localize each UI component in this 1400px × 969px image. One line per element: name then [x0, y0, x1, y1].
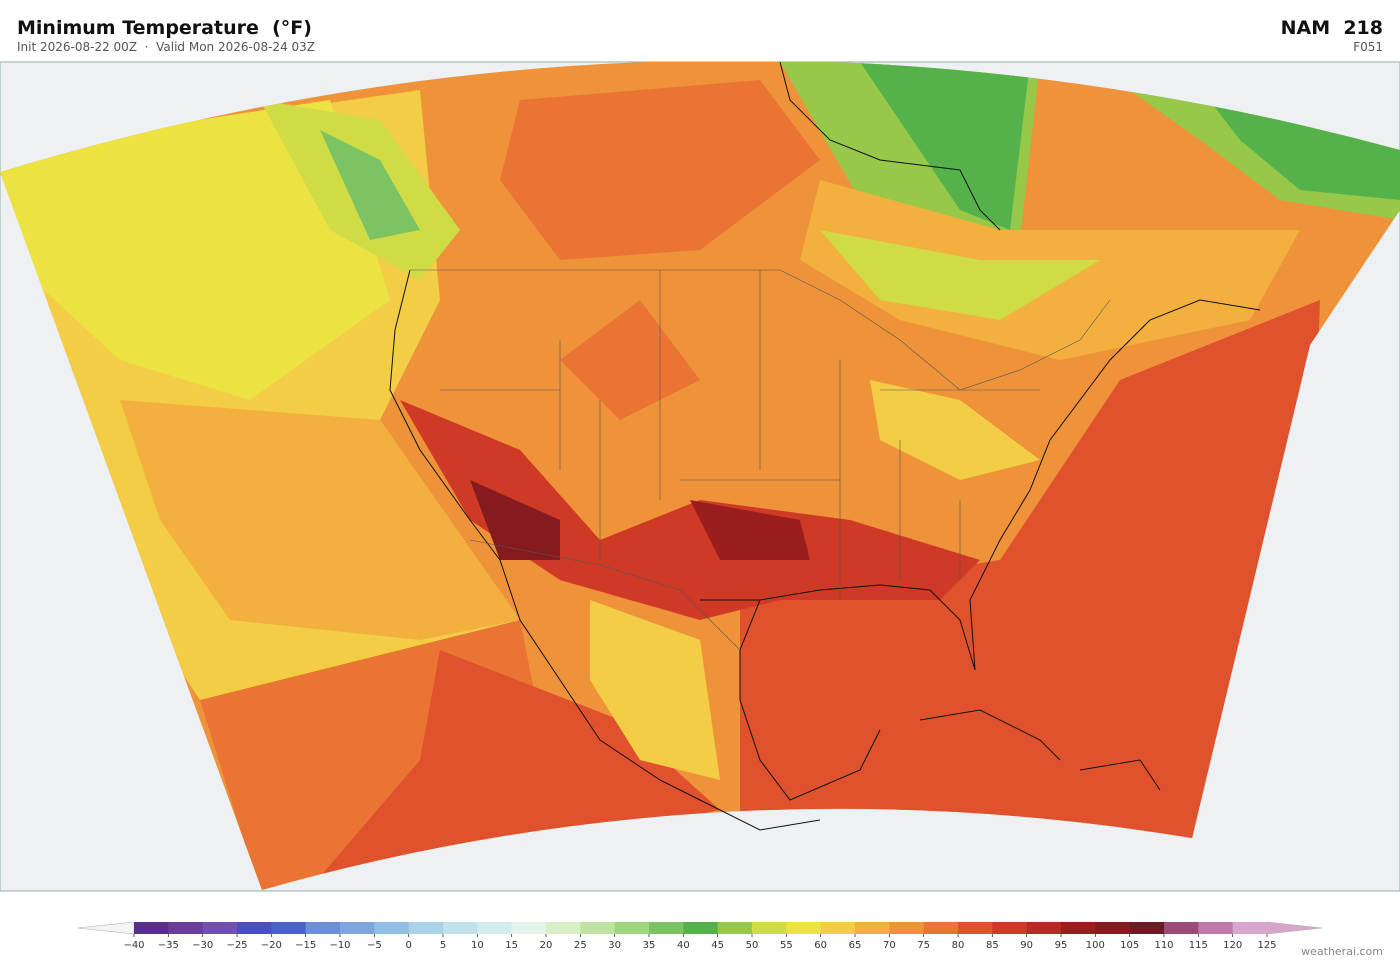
colorbar-bin [889, 922, 925, 934]
colorbar-bin [237, 922, 272, 934]
colorbar-tick-label: 30 [608, 940, 621, 951]
colorbar-bin [134, 922, 169, 934]
colorbar-tick-label: −40 [123, 940, 144, 951]
colorbar-tick-label: 0 [405, 940, 411, 951]
colorbar-bin [580, 922, 616, 934]
colorbar-tick-label: −10 [329, 940, 350, 951]
subtitle: Init 2026-08-22 00Z · Valid Mon 2026-08-… [17, 40, 315, 54]
colorbar-bin [923, 922, 959, 934]
colorbar-bin [683, 922, 719, 934]
colorbar-tick-label: 105 [1120, 940, 1139, 951]
colorbar-bin [511, 922, 547, 934]
colorbar-tick-label: 70 [883, 940, 896, 951]
colorbar-tick-label: 95 [1055, 940, 1068, 951]
colorbar-tick-label: 100 [1086, 940, 1105, 951]
colorbar-bin [1095, 922, 1131, 934]
colorbar-bin [1232, 922, 1268, 934]
colorbar-tick-label: 35 [643, 940, 656, 951]
colorbar-tick-label: 115 [1189, 940, 1208, 951]
colorbar-tick-label: 15 [505, 940, 518, 951]
colorbar-tick-label: 125 [1257, 940, 1276, 951]
colorbar-bin [1198, 922, 1234, 934]
colorbar-bin [374, 922, 410, 934]
colorbar-bin [752, 922, 787, 934]
colorbar-tick-label: 60 [814, 940, 827, 951]
colorbar: −40 −35 −30 −25 −20 −15 −10 −5 0 5 10 15 20 25 30 35 40 4… [77, 921, 1323, 951]
colorbar-tick-label: 75 [917, 940, 930, 951]
colorbar-tick-label: 25 [574, 940, 587, 951]
colorbar-bin [855, 922, 890, 934]
colorbar-tick-label: 20 [540, 940, 553, 951]
colorbar-bin [786, 922, 822, 934]
colorbar-bin [1129, 922, 1165, 934]
credit: weatherai.com [1301, 945, 1383, 958]
title: Minimum Temperature (°F) [17, 17, 312, 39]
colorbar-bin [546, 922, 581, 934]
colorbar-tick-label: 90 [1020, 940, 1033, 951]
colorbar-bin [408, 922, 444, 934]
colorbar-tick-label: 110 [1154, 940, 1173, 951]
colorbar-bin [1164, 922, 1199, 934]
borders [410, 269, 1111, 651]
colorbar-tick-label: 55 [780, 940, 793, 951]
colorbar-bin [202, 922, 238, 934]
colorbar-bin [168, 922, 204, 934]
colorbar-bin [305, 922, 341, 934]
colorbar-tick-label: 40 [677, 940, 690, 951]
colorbar-bin [1061, 922, 1096, 934]
colorbar-bin [443, 922, 478, 934]
colorbar-bin [958, 922, 993, 934]
colorbar-tick-label: 65 [849, 940, 862, 951]
colorbar-bin [340, 922, 375, 934]
colorbar-bin [717, 922, 753, 934]
colorbar-tick-label: 85 [986, 940, 999, 951]
colorbar-tick-label: 50 [746, 940, 759, 951]
colorbar-tick-label: 120 [1223, 940, 1242, 951]
colorbar-tick-label: −20 [261, 940, 282, 951]
colorbar-bin [271, 922, 307, 934]
colorbar-bin [1026, 922, 1062, 934]
colorbar-tick-label: 5 [440, 940, 446, 951]
colorbar-tick-label: 80 [952, 940, 965, 951]
colorbar-tick-label: 45 [711, 940, 724, 951]
colorbar-bin [992, 922, 1028, 934]
model: NAM 218 [1281, 17, 1383, 39]
colorbar-bin [477, 922, 513, 934]
colorbar-bin [820, 922, 856, 934]
colorbar-tick-label: −30 [192, 940, 213, 951]
colorbar-tick-label: −15 [295, 940, 316, 951]
colorbar-tick-label: −5 [367, 940, 382, 951]
colorbar-tick-label: −35 [158, 940, 179, 951]
forecast-hour: F051 [1353, 40, 1383, 54]
colorbar-bin [614, 922, 650, 934]
colorbar-tick-label: −25 [226, 940, 247, 951]
colorbar-bin [649, 922, 684, 934]
colorbar-tick-label: 10 [471, 940, 484, 951]
